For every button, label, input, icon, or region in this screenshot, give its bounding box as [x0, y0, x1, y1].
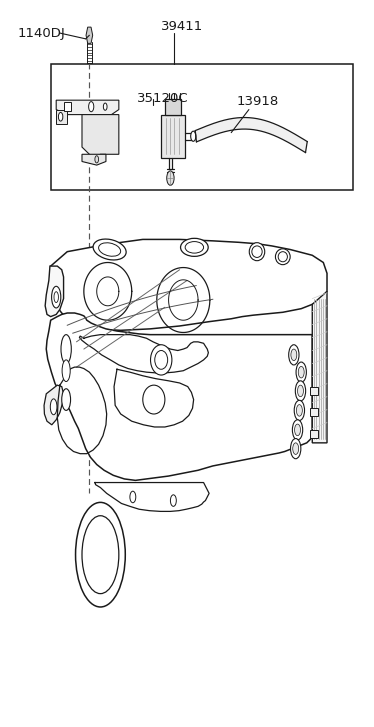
Polygon shape — [310, 409, 318, 416]
Polygon shape — [310, 430, 318, 438]
Polygon shape — [312, 292, 327, 443]
Ellipse shape — [155, 350, 168, 369]
Circle shape — [167, 171, 174, 185]
Polygon shape — [82, 115, 119, 158]
Polygon shape — [82, 154, 106, 165]
Circle shape — [191, 131, 196, 141]
Ellipse shape — [62, 389, 71, 411]
Circle shape — [298, 385, 303, 397]
Circle shape — [58, 113, 63, 121]
Ellipse shape — [252, 246, 262, 257]
Polygon shape — [44, 385, 64, 425]
Circle shape — [291, 438, 301, 459]
Circle shape — [295, 381, 306, 401]
Text: 35120C: 35120C — [137, 92, 189, 105]
Polygon shape — [195, 118, 307, 153]
Ellipse shape — [82, 515, 119, 594]
Ellipse shape — [50, 399, 57, 414]
Ellipse shape — [54, 292, 58, 302]
Circle shape — [292, 419, 303, 440]
Polygon shape — [46, 313, 312, 481]
Text: 13918: 13918 — [237, 95, 279, 108]
Ellipse shape — [185, 241, 203, 253]
Polygon shape — [50, 239, 327, 330]
Polygon shape — [86, 27, 93, 44]
Circle shape — [298, 366, 304, 378]
Circle shape — [95, 156, 99, 163]
Polygon shape — [56, 100, 119, 115]
Circle shape — [103, 103, 107, 111]
Polygon shape — [165, 99, 181, 115]
Ellipse shape — [143, 385, 165, 414]
Polygon shape — [45, 266, 64, 316]
Ellipse shape — [278, 252, 287, 262]
Circle shape — [293, 443, 298, 454]
Circle shape — [297, 405, 302, 416]
Ellipse shape — [76, 502, 125, 607]
Circle shape — [295, 424, 300, 435]
Polygon shape — [310, 387, 318, 395]
Ellipse shape — [52, 286, 61, 308]
Circle shape — [294, 401, 304, 420]
Text: 39411: 39411 — [161, 20, 203, 33]
Ellipse shape — [150, 345, 172, 375]
Circle shape — [171, 495, 176, 506]
Ellipse shape — [181, 238, 208, 257]
Ellipse shape — [61, 334, 71, 364]
Ellipse shape — [275, 249, 290, 265]
Circle shape — [130, 491, 136, 503]
Circle shape — [291, 349, 297, 361]
Polygon shape — [56, 110, 67, 124]
Ellipse shape — [249, 243, 265, 261]
Bar — [64, 102, 71, 111]
Circle shape — [89, 102, 94, 112]
Polygon shape — [161, 115, 185, 158]
Ellipse shape — [93, 239, 126, 260]
Circle shape — [289, 345, 299, 365]
Text: 1140DJ: 1140DJ — [18, 28, 65, 41]
Ellipse shape — [62, 360, 70, 382]
Circle shape — [296, 362, 306, 382]
Bar — [50, 64, 353, 190]
Ellipse shape — [99, 243, 121, 256]
